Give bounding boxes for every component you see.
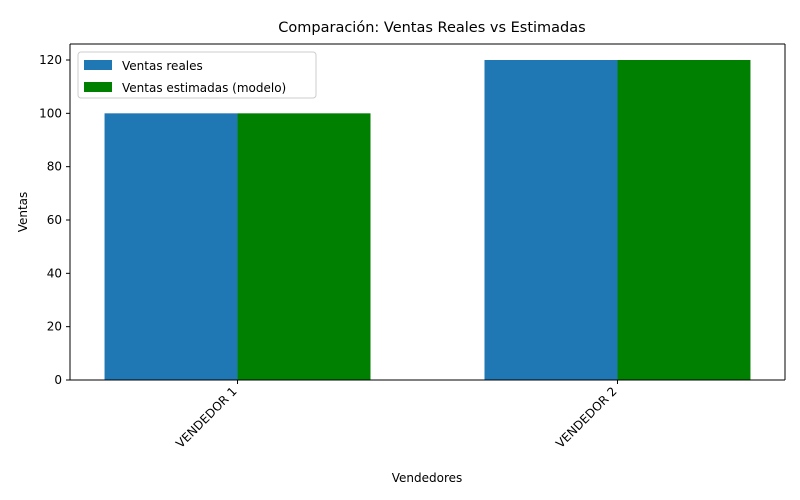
x-tick-label: VENDEDOR 2 (553, 384, 620, 451)
plot-area: 0 20 40 60 80 100 120 VENDEDOR 1 VENDEDOR 2 Venta… (39, 43, 786, 451)
bar-ventas-reales-1 (104, 113, 238, 380)
x-tick-label: VENDEDOR 1 (173, 384, 240, 451)
bar-ventas-estimadas-modelo--2 (617, 60, 751, 380)
y-tick-label: 120 (39, 53, 62, 67)
y-tick-label: 20 (47, 320, 62, 334)
x-axis-label: Vendedores (392, 471, 463, 485)
y-tick-label: 40 (47, 266, 62, 280)
y-tick-label: 60 (47, 213, 62, 227)
legend-swatch (84, 60, 112, 70)
legend-label: Ventas reales (122, 59, 203, 73)
bar-ventas-reales-2 (484, 60, 618, 380)
y-tick-label: 80 (47, 160, 62, 174)
y-tick-label: 100 (39, 106, 62, 120)
y-tick-label: 0 (54, 373, 62, 387)
y-axis-label: Ventas (16, 192, 30, 233)
bar-ventas-estimadas-modelo--1 (237, 113, 371, 380)
legend-box (77, 51, 317, 99)
chart-title: Comparación: Ventas Reales vs Estimadas (278, 20, 585, 36)
legend-swatch (84, 82, 112, 92)
legend-label: Ventas estimadas (modelo) (122, 81, 286, 95)
